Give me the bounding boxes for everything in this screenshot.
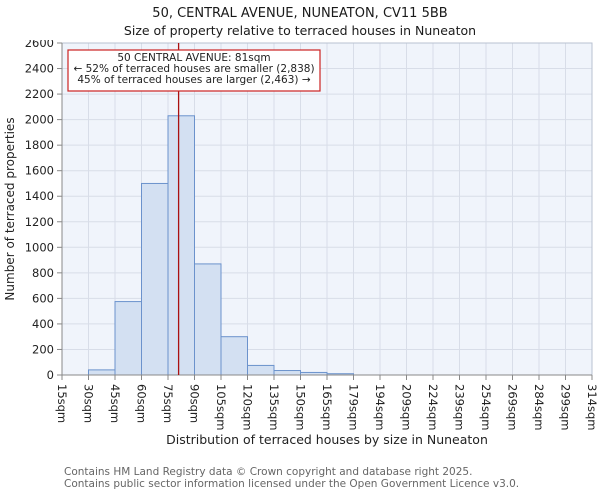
x-tick-label: 209sqm xyxy=(400,384,414,430)
x-tick-label: 269sqm xyxy=(506,384,520,430)
annotation-line3: 45% of terraced houses are larger (2,463… xyxy=(77,74,310,86)
histogram-bar xyxy=(141,182,169,376)
x-tick-label: 239sqm xyxy=(453,384,467,430)
x-axis-label: Distribution of terraced houses by size … xyxy=(166,432,488,447)
y-tick-label: 200 xyxy=(32,342,54,356)
x-tick-label: 299sqm xyxy=(559,384,573,430)
footer-attribution-line2: Contains public sector information licen… xyxy=(64,478,520,490)
y-tick-label: 1800 xyxy=(25,138,54,152)
y-tick-label: 2400 xyxy=(25,62,54,76)
histogram-bar xyxy=(194,263,222,376)
y-axis-label: Number of terraced properties xyxy=(3,117,17,300)
histogram-bar xyxy=(247,364,275,376)
x-tick-label: 254sqm xyxy=(479,384,493,430)
x-tick-label: 314sqm xyxy=(585,384,599,430)
x-tick-label: 45sqm xyxy=(108,384,122,423)
y-tick-label: 800 xyxy=(32,266,54,280)
y-tick-label: 400 xyxy=(32,317,54,331)
y-tick-label: 0 xyxy=(47,368,54,382)
histogram-bar xyxy=(114,301,142,376)
y-tick-label: 1000 xyxy=(25,240,54,254)
x-tick-label: 90sqm xyxy=(188,384,202,423)
x-tick-label: 60sqm xyxy=(135,384,149,423)
x-tick-label: 179sqm xyxy=(347,384,361,430)
x-tick-label: 194sqm xyxy=(373,384,387,430)
y-tick-label: 1400 xyxy=(25,189,54,203)
histogram-bar xyxy=(220,336,248,376)
x-tick-label: 135sqm xyxy=(267,384,281,430)
y-tick-label: 2200 xyxy=(25,87,54,101)
x-tick-label: 165sqm xyxy=(320,384,334,430)
x-tick-label: 15sqm xyxy=(55,384,69,423)
histogram-bar xyxy=(88,369,116,376)
y-tick-label: 2600 xyxy=(25,40,54,50)
annotation-box xyxy=(67,49,321,92)
x-tick-label: 224sqm xyxy=(426,384,440,430)
histogram-svg: 0 200 400 600 800 1000 1200 1400 1600 1800 2000 220… xyxy=(3,36,599,447)
y-tick-label: 2000 xyxy=(25,113,54,127)
y-tick-label: 1200 xyxy=(25,215,54,229)
histogram-bar xyxy=(273,370,301,376)
x-tick-label: 30sqm xyxy=(82,384,96,423)
y-tick-label: 1600 xyxy=(25,164,54,178)
annotation-line2: ← 52% of terraced houses are smaller (2,… xyxy=(73,63,314,75)
y-tick-label: 600 xyxy=(32,291,54,305)
x-tick-label: 150sqm xyxy=(294,384,308,430)
x-tick-label: 75sqm xyxy=(161,384,175,423)
x-tick-label: 120sqm xyxy=(241,384,255,430)
histogram-bar xyxy=(167,115,195,376)
footer-attribution-line1: Contains HM Land Registry data © Crown c… xyxy=(64,466,473,478)
histogram-plot: 0 200 400 600 800 1000 1200 1400 1600 1800 2000 220… xyxy=(0,36,600,465)
annotation-line1: 50 CENTRAL AVENUE: 81sqm xyxy=(117,52,270,64)
x-tick-label: 105sqm xyxy=(214,384,228,430)
x-tick-label: 284sqm xyxy=(532,384,546,430)
chart-subtitle: Size of property relative to terraced ho… xyxy=(123,23,477,38)
chart-title: 50, CENTRAL AVENUE, NUNEATON, CV11 5BB xyxy=(152,6,448,21)
